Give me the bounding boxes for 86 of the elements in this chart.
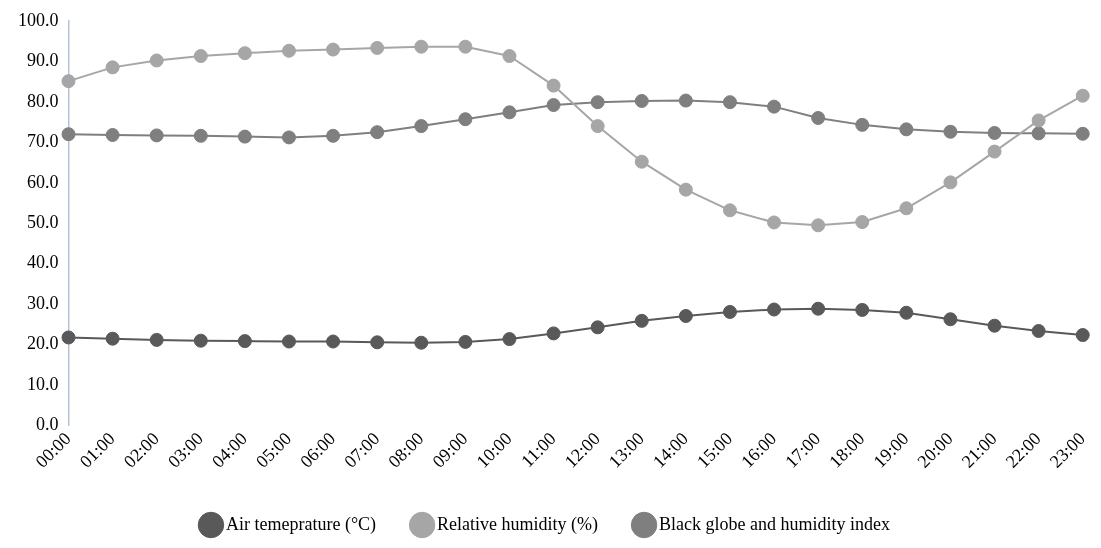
y-tick-label: 0.0	[36, 414, 59, 435]
point	[149, 53, 164, 68]
point	[414, 335, 429, 350]
point	[678, 309, 693, 323]
point	[237, 334, 252, 349]
point	[678, 93, 693, 108]
point	[546, 326, 561, 341]
point	[326, 128, 341, 143]
point	[590, 119, 605, 134]
point	[987, 144, 1002, 159]
point	[811, 110, 826, 125]
point	[237, 129, 252, 144]
point	[722, 95, 737, 110]
point	[1075, 328, 1090, 343]
point	[281, 43, 296, 58]
point	[281, 334, 296, 349]
point	[458, 112, 473, 127]
point	[811, 218, 826, 233]
point	[149, 332, 164, 347]
point	[326, 334, 341, 349]
point	[634, 154, 649, 169]
point	[61, 127, 76, 142]
point	[502, 105, 517, 120]
legend-label: Air temeprature (°C)	[225, 513, 377, 535]
point	[899, 305, 914, 320]
point	[326, 42, 341, 57]
point	[105, 331, 120, 346]
point	[899, 201, 914, 216]
point	[193, 49, 208, 64]
y-tick-label: 20.0	[27, 333, 59, 354]
legend-label: Black globe and humidity index	[659, 513, 891, 534]
point	[193, 128, 208, 143]
point	[722, 203, 737, 218]
point	[987, 125, 1002, 140]
point	[546, 78, 561, 93]
point	[370, 335, 385, 350]
point	[855, 215, 870, 230]
point	[502, 332, 517, 347]
point	[105, 127, 120, 142]
point	[502, 49, 517, 64]
point	[767, 99, 782, 114]
point	[722, 304, 737, 319]
legend-label: Relative humidity (%)	[437, 513, 599, 535]
y-tick-label: 100.0	[18, 9, 59, 30]
point	[281, 130, 296, 145]
point	[987, 318, 1002, 333]
point	[634, 93, 649, 108]
y-tick-label: 70.0	[27, 131, 59, 152]
y-tick-label: 40.0	[27, 252, 59, 273]
point	[458, 334, 473, 349]
point	[590, 95, 605, 110]
point	[943, 124, 958, 139]
point	[414, 119, 429, 134]
point	[193, 333, 208, 348]
point	[458, 39, 473, 54]
point	[1031, 323, 1046, 338]
point	[678, 182, 693, 197]
y-tick-label: 50.0	[27, 212, 59, 232]
y-tick-label: 80.0	[27, 90, 59, 111]
point	[855, 117, 870, 132]
point	[370, 125, 385, 140]
point	[61, 330, 76, 345]
point	[149, 128, 164, 143]
point	[105, 60, 120, 75]
point	[1075, 88, 1090, 103]
y-tick-label: 90.0	[27, 50, 59, 71]
point	[943, 175, 958, 190]
point	[414, 39, 429, 54]
point	[1075, 126, 1090, 141]
point	[590, 320, 605, 335]
point	[811, 301, 826, 316]
point	[767, 302, 782, 317]
point	[855, 302, 870, 317]
point	[634, 313, 649, 328]
point	[767, 215, 782, 230]
point	[370, 40, 385, 55]
point	[899, 122, 914, 137]
point	[1031, 126, 1046, 141]
point	[546, 98, 561, 113]
y-tick-label: 30.0	[27, 292, 59, 313]
point	[1031, 113, 1046, 128]
y-tick-label: 10.0	[27, 373, 59, 394]
point	[943, 312, 958, 327]
point	[237, 46, 252, 61]
y-tick-label: 60.0	[27, 171, 59, 192]
point	[61, 74, 76, 89]
